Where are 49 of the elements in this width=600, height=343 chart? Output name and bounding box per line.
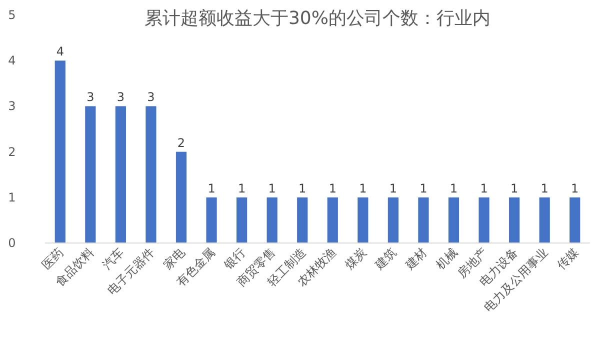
data-label: 1 xyxy=(298,181,306,196)
bar xyxy=(448,197,460,243)
y-tick-label: 0 xyxy=(8,236,16,250)
chart-title: 累计超额收益大于30%的公司个数：行业内 xyxy=(144,8,491,29)
bar xyxy=(539,197,550,243)
data-label: 1 xyxy=(540,181,548,196)
data-label: 3 xyxy=(86,90,94,104)
y-tick-label: 2 xyxy=(8,144,16,159)
bar xyxy=(236,197,248,243)
bar xyxy=(327,197,338,243)
data-label: 1 xyxy=(571,181,579,196)
x-tick-label: 家电 xyxy=(160,245,188,272)
data-label: 2 xyxy=(177,136,186,150)
data-label: 3 xyxy=(116,90,125,104)
y-tick-label: 4 xyxy=(8,54,16,68)
data-label: 1 xyxy=(359,181,367,196)
bar xyxy=(358,197,368,243)
bar xyxy=(509,197,520,243)
x-tick-label: 建材 xyxy=(402,245,430,273)
x-tick-label: 煤炭 xyxy=(342,245,370,272)
data-label: 3 xyxy=(147,90,155,104)
data-label: 1 xyxy=(450,181,458,196)
bar xyxy=(570,197,580,243)
data-label: 1 xyxy=(389,181,398,196)
data-label: 1 xyxy=(268,181,276,196)
x-tick-label: 汽车 xyxy=(100,245,127,272)
bar xyxy=(266,197,278,243)
data-label: 1 xyxy=(208,181,216,196)
y-tick-label: 3 xyxy=(8,99,16,114)
data-label: 1 xyxy=(238,181,246,196)
x-tick-label: 建筑 xyxy=(372,245,400,273)
data-label: 1 xyxy=(328,181,336,196)
data-label: 1 xyxy=(480,181,488,196)
bar xyxy=(146,106,156,243)
bar xyxy=(418,197,429,243)
bar xyxy=(54,60,66,243)
bar xyxy=(478,197,490,243)
data-label: 1 xyxy=(420,181,428,196)
y-tick-label: 5 xyxy=(8,8,16,22)
bar xyxy=(176,152,187,243)
data-label: 1 xyxy=(510,181,518,196)
y-tick-label: 1 xyxy=(8,190,16,204)
bar xyxy=(297,197,308,243)
data-label: 4 xyxy=(56,44,64,59)
bar xyxy=(388,197,398,243)
bar xyxy=(115,106,126,243)
bar xyxy=(206,197,217,243)
bar xyxy=(85,106,96,243)
x-tick-label: 传媒 xyxy=(554,245,581,272)
